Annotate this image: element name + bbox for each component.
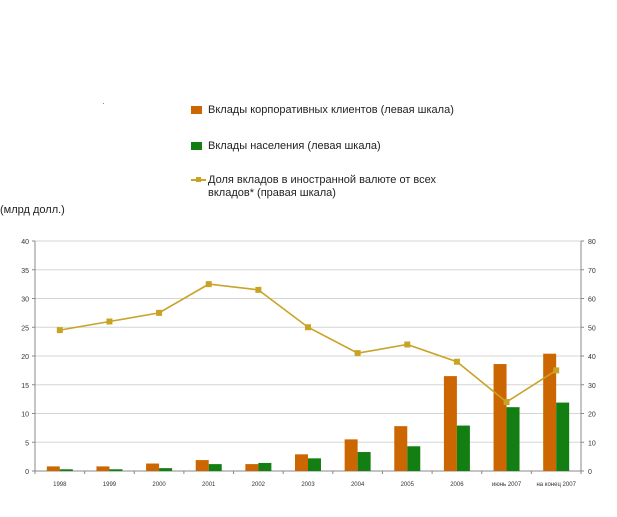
y-right-tick-label: 0: [588, 469, 592, 476]
share-point: [404, 341, 411, 348]
legend-label-share-line2: вкладов* (правая шкала): [208, 187, 336, 199]
legend-item-share: Доля вкладов в иностранной валюте от все…: [191, 174, 436, 200]
share-point: [205, 281, 212, 288]
bar-households: [308, 458, 321, 471]
x-tick-label: 2000: [152, 482, 166, 488]
bar-households: [556, 402, 570, 471]
share-point: [453, 358, 460, 365]
stray-dot: [103, 103, 104, 104]
y-right-tick-label: 80: [588, 239, 596, 246]
x-tick-label: 2006: [450, 482, 464, 488]
y-left-tick-label: 30: [21, 297, 29, 304]
bar-households: [258, 462, 272, 471]
y-right-tick-label: 20: [588, 412, 596, 419]
x-tick-label: 2005: [401, 482, 415, 488]
bar-households: [407, 446, 421, 471]
x-tick-label: 1998: [53, 482, 67, 488]
y-left-tick-label: 0: [25, 469, 29, 476]
x-tick-label: июнь 2007: [492, 482, 522, 488]
y-right-tick-label: 40: [588, 354, 596, 361]
legend-label-share: Доля вкладов в иностранной валюте от все…: [208, 174, 436, 200]
bar-corporate: [46, 466, 60, 471]
bar-households: [59, 469, 73, 471]
bar-households: [159, 468, 173, 471]
x-tick-label: 1999: [103, 482, 117, 488]
bar-corporate: [443, 376, 457, 471]
share-point: [354, 350, 361, 357]
bar-corporate: [394, 426, 408, 471]
legend-item-corporate: Вклады корпоративных клиентов (левая шка…: [191, 104, 454, 117]
legend-label-share-line1: Доля вкладов в иностранной валюте от все…: [208, 174, 437, 186]
y-right-tick-label: 60: [588, 297, 596, 304]
share-point: [553, 367, 560, 374]
bar-corporate: [96, 466, 110, 471]
x-tick-label: 2002: [252, 482, 266, 488]
share-point: [255, 286, 262, 293]
bar-households: [456, 425, 470, 471]
x-tick-label: 2003: [301, 482, 315, 488]
bar-corporate: [245, 464, 259, 471]
x-tick-label: 2001: [202, 482, 216, 488]
y-right-tick-label: 30: [588, 383, 596, 390]
legend-label-households: Вклады населения (левая шкала): [208, 140, 381, 152]
y-left-tick-label: 10: [21, 412, 29, 419]
y-left-tick-label: 5: [25, 440, 29, 447]
bar-households: [109, 469, 123, 471]
legend-swatch-households: [191, 142, 202, 150]
bar-corporate: [195, 460, 209, 471]
x-tick-label: 2004: [351, 482, 365, 488]
y-left-tick-label: 15: [21, 383, 29, 390]
legend-item-households: Вклады населения (левая шкала): [191, 140, 381, 153]
bar-households: [506, 407, 520, 471]
share-point: [56, 327, 63, 334]
y-axis-unit-label: (млрд долл.): [0, 204, 65, 216]
x-tick-label: на конец 2007: [536, 482, 576, 488]
y-left-tick-label: 20: [21, 354, 29, 361]
share-point: [106, 318, 113, 325]
bar-households: [357, 452, 371, 471]
bar-corporate: [344, 439, 358, 471]
share-point: [305, 324, 311, 331]
y-right-tick-label: 70: [588, 268, 596, 275]
y-left-tick-label: 25: [21, 325, 29, 332]
legend-swatch-share: [191, 176, 206, 184]
share-point: [156, 309, 163, 316]
bar-corporate: [493, 364, 507, 471]
bar-corporate: [295, 454, 308, 471]
legend-label-corporate: Вклады корпоративных клиентов (левая шка…: [208, 104, 454, 116]
share-point: [503, 399, 510, 405]
bar-households: [208, 464, 222, 471]
bar-corporate: [543, 353, 557, 471]
bar-corporate: [146, 463, 160, 471]
y-left-tick-label: 40: [21, 239, 29, 246]
y-right-tick-label: 50: [588, 325, 596, 332]
legend-swatch-corporate: [191, 106, 202, 114]
y-left-tick-label: 35: [21, 268, 29, 275]
y-right-tick-label: 10: [588, 440, 596, 447]
